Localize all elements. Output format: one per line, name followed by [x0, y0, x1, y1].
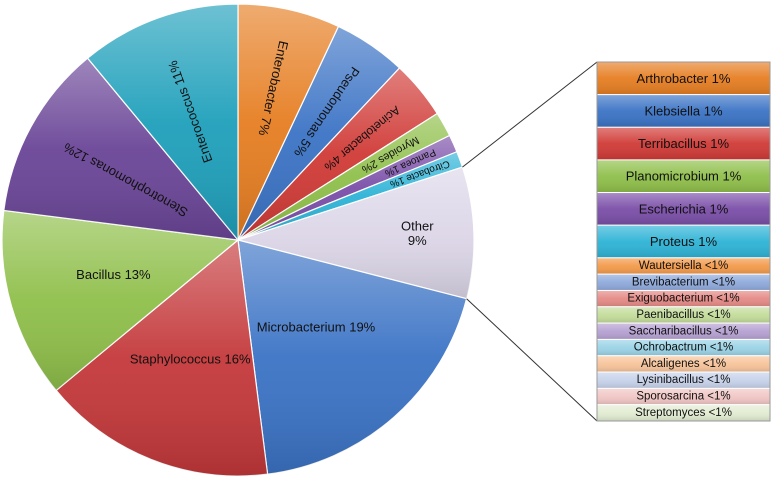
pie-slice-bacillus-label: Bacillus 13% — [76, 268, 151, 283]
breakdown-segment-saccharibacillus-shading — [597, 323, 770, 340]
breakdown-segment-alcaligenes-shading — [597, 355, 770, 373]
connector-line-bottom — [466, 298, 598, 422]
breakdown-segment-sporosarcina-shading — [597, 388, 770, 405]
breakdown-segment-klebsiella-label: Klebsiella 1% — [644, 103, 722, 118]
breakdown-segment-brevibacterium-label: Brevibacterium <1% — [632, 276, 735, 288]
breakdown-segment-terribacillus-shading — [597, 127, 770, 160]
breakdown-segment-paenibacillus-shading — [597, 306, 770, 324]
breakdown-segment-ochrobactrum-shading — [597, 339, 770, 356]
breakdown-segment-lysinibacillus-label: Lysinibacillus <1% — [637, 374, 731, 386]
connector-lines — [462, 61, 598, 422]
other-breakdown-bar: Arthrobacter 1% Klebsiella 1% Terribacillu… — [596, 61, 771, 422]
breakdown-segment-arthrobacter-label: Arthrobacter 1% — [637, 71, 731, 86]
breakdown-segment-klebsiella-shading — [597, 94, 770, 128]
breakdown-segment-proteus-label: Proteus 1% — [650, 234, 718, 249]
breakdown-segment-proteus-shading — [597, 225, 770, 258]
breakdown-segment-exiguobacterium-label: Exiguobacterium <1% — [627, 293, 739, 305]
breakdown-segment-paenibacillus-label: Paenibacillus <1% — [636, 309, 730, 321]
breakdown-segment-ochrobactrum-label: Ochrobactrum <1% — [634, 342, 733, 354]
pie — [1, 3, 475, 477]
breakdown-segment-wautersiella-label: Wautersiella <1% — [639, 260, 728, 272]
breakdown-segment-streptomyces-shading — [597, 404, 770, 421]
breakdown-bar-outline — [596, 61, 771, 422]
breakdown-segment-brevibacterium-shading — [597, 274, 770, 291]
breakdown-segment-exiguobacterium-shading — [597, 290, 770, 307]
breakdown-segment-escherichia-label: Escherichia 1% — [639, 201, 729, 216]
breakdown-segment-planomicrobium-shading — [597, 159, 770, 193]
breakdown-segment-alcaligenes-label: Alcaligenes <1% — [641, 358, 726, 370]
breakdown-segment-wautersiella-shading — [597, 257, 770, 275]
pie-slice-staphylococcus-label: Staphylococcus 16% — [130, 352, 251, 367]
pie-slice-microbacterium-label: Microbacterium 19% — [257, 320, 376, 335]
breakdown-segment-planomicrobium-label: Planomicrobium 1% — [626, 169, 742, 184]
pie-slice-other-label: Other 9% — [401, 219, 434, 249]
connector-line-top — [462, 61, 598, 168]
breakdown-segment-streptomyces-label: Streptomyces <1% — [635, 407, 732, 419]
breakdown-segment-lysinibacillus-shading — [597, 372, 770, 389]
breakdown-segment-saccharibacillus-label: Saccharibacillus <1% — [629, 325, 739, 337]
breakdown-segment-escherichia-shading — [597, 192, 770, 226]
breakdown-segment-sporosarcina-label: Sporosarcina <1% — [636, 391, 730, 403]
breakdown-segment-arthrobacter-shading — [597, 62, 770, 95]
breakdown-segment-terribacillus-label: Terribacillus 1% — [638, 136, 729, 151]
